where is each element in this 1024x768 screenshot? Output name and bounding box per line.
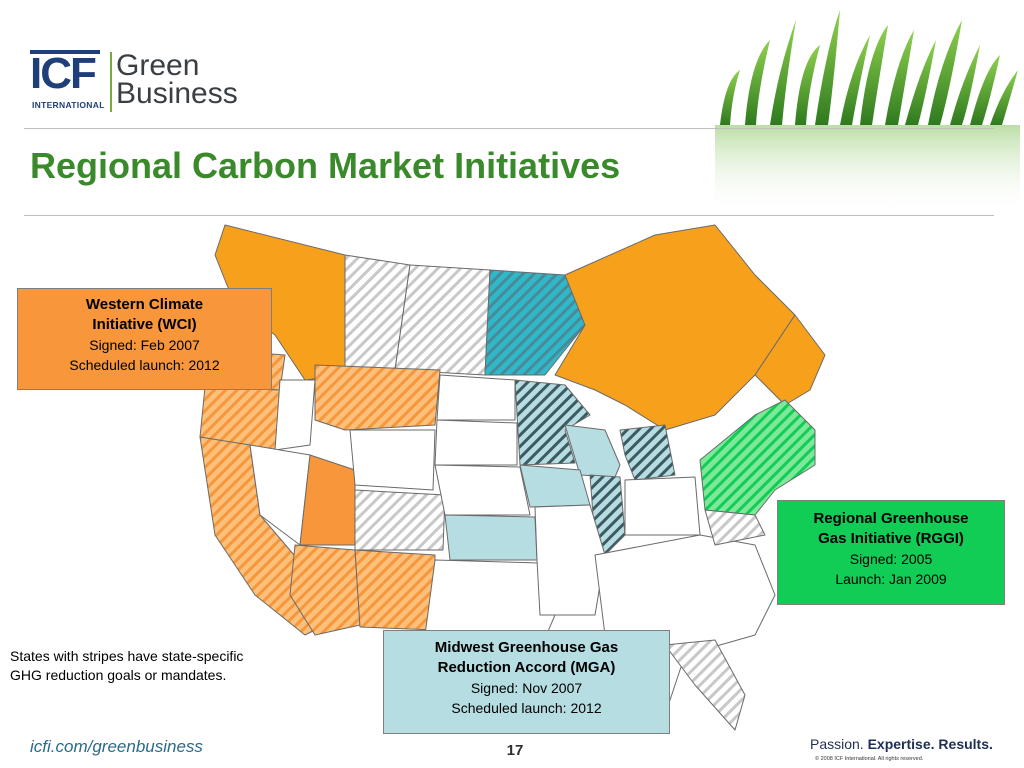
region-saskatchewan: [394, 264, 491, 376]
logo-bar: [30, 50, 100, 54]
logo-word-green: Green: [116, 49, 200, 82]
region-wisconsin: [564, 424, 621, 478]
region-michigan: [619, 424, 676, 481]
region-manitoba: [484, 269, 586, 376]
region-idaho: [274, 379, 316, 451]
mga-signed: Signed: Nov 2007: [470, 680, 583, 696]
header-rule: [24, 128, 994, 129]
mga-heading-2: Reduction Accord (MGA): [437, 659, 616, 676]
wci-heading-1: Western Climate: [85, 296, 204, 313]
tagline-results: Results.: [938, 736, 993, 752]
region-atlantic-canada: [754, 314, 826, 406]
region-arizona: [289, 544, 361, 636]
region-florida: [664, 639, 746, 731]
mga-heading-1: Midwest Greenhouse Gas: [434, 639, 619, 656]
tagline-expertise: Expertise.: [867, 736, 939, 752]
region-kansas: [444, 514, 538, 561]
wci-heading-2: Initiative (WCI): [92, 316, 197, 333]
stripes-note-line-2: GHG reduction goals or mandates.: [10, 667, 227, 683]
stripes-note-line-1: States with stripes have state-specific: [10, 648, 244, 664]
icf-green-business-logo: ICF INTERNATIONAL Green Business: [30, 49, 238, 115]
region-utah: [299, 454, 356, 546]
wci-signed: Signed: Feb 2007: [89, 337, 200, 353]
region-iowa: [519, 464, 591, 508]
region-south-dakota: [434, 419, 518, 466]
footer-url-link[interactable]: icfi.com/greenbusiness: [30, 737, 203, 756]
page-number: 17: [506, 742, 524, 759]
region-rggi: [699, 399, 816, 516]
page-title: Regional Carbon Market Initiatives: [30, 145, 621, 186]
wci-launch: Scheduled launch: 2012: [69, 357, 220, 373]
region-indiana-ohio: [624, 476, 701, 536]
north-america-carbon-map: [199, 224, 826, 731]
tagline-passion: Passion.: [810, 736, 868, 752]
logo-word-business: Business: [116, 77, 238, 110]
rggi-heading-1: Regional Greenhouse: [813, 510, 969, 527]
wci-info-box: Western Climate Initiative (WCI) Signed:…: [17, 288, 272, 390]
region-north-dakota: [436, 374, 516, 421]
rggi-heading-2: Gas Initiative (RGGI): [818, 530, 964, 547]
region-montana: [314, 364, 441, 431]
grass-image: [715, 10, 1020, 215]
mga-launch: Scheduled launch: 2012: [451, 700, 602, 716]
mga-info-box: Midwest Greenhouse Gas Reduction Accord …: [383, 630, 670, 734]
rggi-signed: Signed: 2005: [849, 551, 933, 567]
title-rule: [24, 215, 994, 216]
rggi-launch: Launch: Jan 2009: [835, 571, 947, 587]
logo-mark: ICF: [30, 49, 97, 98]
logo-separator: [110, 52, 112, 112]
region-new-mexico: [354, 549, 436, 631]
region-illinois: [589, 474, 626, 556]
copyright: © 2008 ICF International. All rights res…: [815, 756, 924, 762]
tagline: Passion. Expertise. Results.: [810, 736, 993, 752]
region-ontario-quebec: [554, 224, 796, 431]
stripes-note: States with stripes have state-specific …: [10, 647, 310, 685]
region-central-south: [534, 504, 606, 616]
rggi-info-box: Regional Greenhouse Gas Initiative (RGGI…: [777, 500, 1005, 605]
region-colorado: [354, 489, 446, 551]
region-wyoming: [349, 429, 436, 491]
region-nebraska: [434, 464, 531, 516]
region-mid-atlantic: [704, 509, 766, 546]
logo-sub: INTERNATIONAL: [32, 100, 105, 110]
